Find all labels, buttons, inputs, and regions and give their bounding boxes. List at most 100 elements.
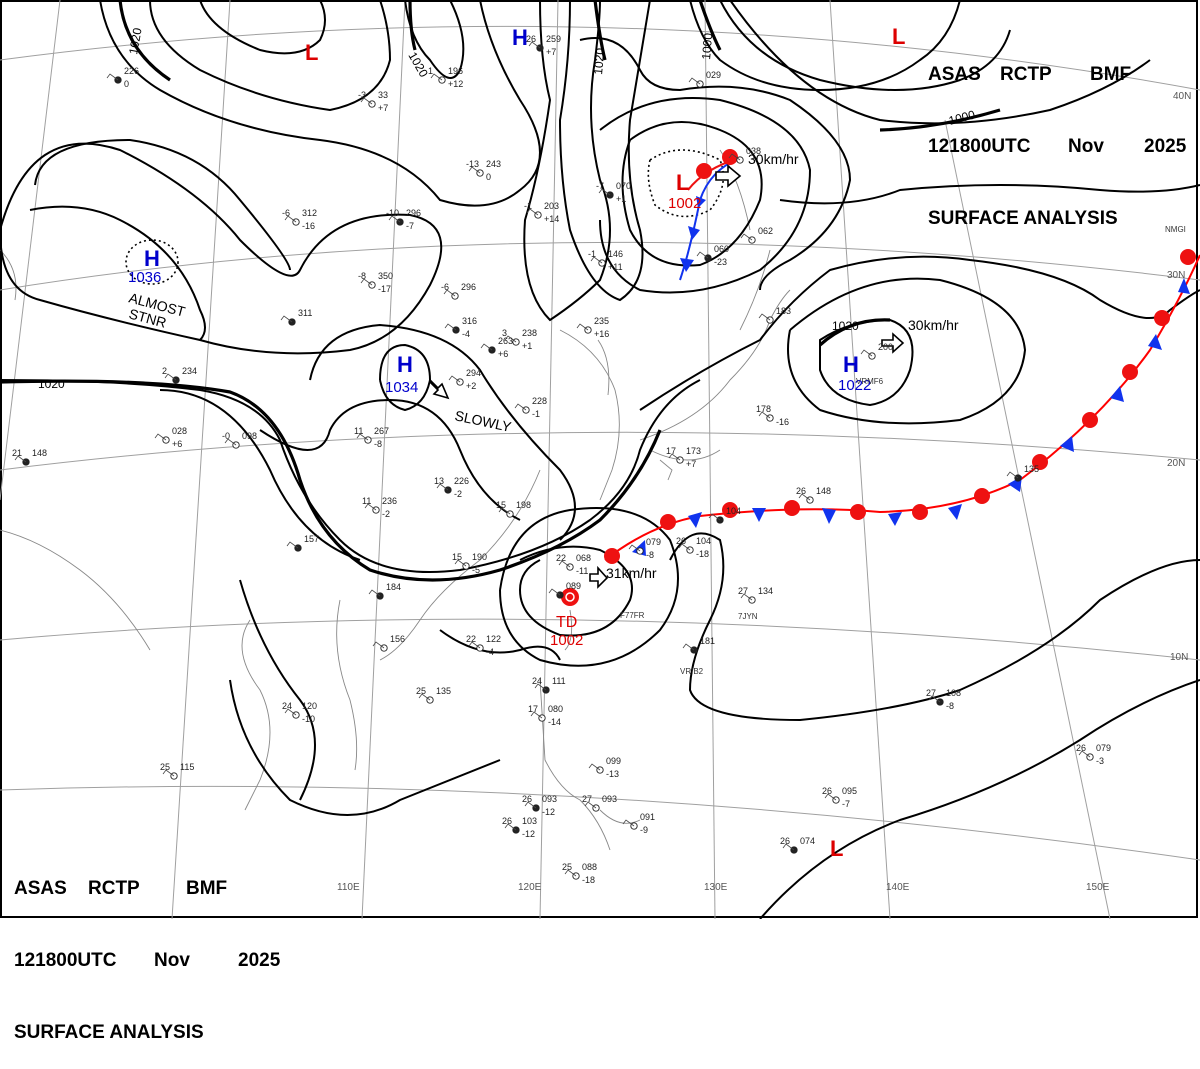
station-pressure: 120 [302,701,317,711]
wind-barb [682,643,695,651]
wind-barb [468,641,481,649]
wind-barb [430,73,443,81]
station-pressure: 263 [498,336,513,346]
station-pressure: 111 [552,676,566,686]
station-plot: 316-4 [444,316,477,339]
low-speed-label: 30km/hr [748,151,799,167]
station-tendency: -1 [532,409,540,419]
wind-barb [590,256,603,264]
station-temperature: 22 [466,634,476,644]
wind-barb [758,313,771,321]
station-temperature: 11 [362,496,371,506]
pressure-centers: H 1036 H 1034 H 1022 H L 1002 L L L TD 1… [128,24,905,861]
header-station: RCTP [1000,64,1052,85]
station-temperature: -1 [588,249,596,259]
station-plot: -13 243 0 [466,159,501,182]
station-temperature: -8 [358,271,366,281]
station-plot: 26 259 +7 [526,34,561,57]
station-plot: -8 350 -17 [358,271,393,294]
station-plot: -7 070 +1 [596,181,631,204]
wind-barb [436,483,449,491]
station-pressure: 312 [302,208,317,218]
wind-barb [364,503,377,511]
station-tendency: +16 [594,329,609,339]
wind-barb [798,493,811,501]
station-tendency: -18 [582,875,595,885]
station-plot: 11 267 -8 [354,426,389,449]
station-pressure: 200 [878,342,893,352]
lon-label: 120E [518,882,542,893]
station-pressure: 088 [582,862,597,872]
wind-barb [524,801,537,809]
station-tendency: -3 [1096,756,1104,766]
wind-barb [708,513,721,521]
station-pressure: 267 [374,426,389,436]
station-plot: 099-13 [588,756,621,779]
station-tendency: +7 [546,47,556,57]
wind-barb [548,588,561,596]
motion-arrows [429,164,905,589]
coastlines [0,149,791,851]
station-pressure: 028 [172,426,187,436]
low-motion-arrow [715,164,742,188]
station-pressure: 089 [566,581,581,591]
wind-barb [558,560,571,568]
station-id: F77FR [620,611,645,620]
header-time: 121800UTC [14,950,117,971]
station-plot: 17 173 +7 [666,446,701,469]
station-pressure: 062 [758,226,773,236]
station-temperature: 17 [666,446,676,456]
station-plot: 038 [728,146,761,164]
station-tendency: +1 [616,194,626,204]
station-plot: 029 [688,70,721,88]
station-tendency: -7 [842,799,850,809]
station-tendency: +7 [378,103,388,113]
station-tendency: -13 [606,769,619,779]
station-tendency: +12 [448,79,463,89]
station-plot: 060-23 [696,244,729,267]
station-pressure: 294 [466,368,481,378]
wind-barb [106,73,119,81]
station-pressure: 226 [454,476,469,486]
station-temperature: 27 [738,586,748,596]
high-1022-letter: H [843,352,859,377]
header-month: Nov [1068,136,1104,157]
lat-label: 40N [1173,91,1191,102]
lon-label: 140E [886,882,910,893]
wind-barb [824,793,837,801]
station-pressure: 157 [304,534,319,544]
wind-barb [372,641,385,649]
station-plot: -10 296 -7 [386,208,421,231]
wind-barb [480,343,493,351]
wind-barb [588,763,601,771]
station-pressure: 080 [548,704,563,714]
station-tendency: -4 [462,329,470,339]
station-plot: 104 [708,506,741,524]
station-tendency: +2 [466,381,476,391]
station-pressure: 238 [522,328,537,338]
station-tendency: -2 [382,509,390,519]
wind-barb [688,77,701,85]
td-letters: TD [556,614,577,631]
station-temperature: 26 [780,836,790,846]
station-plot: 135 [1006,464,1039,482]
station-tendency: -16 [302,221,315,231]
station-tendency: +11 [608,262,623,272]
station-temperature: 11 [354,426,363,436]
station-pressure: 103 [522,816,537,826]
station-plot: 091-9 [622,812,655,835]
station-pressure: 196 [448,66,463,76]
station-plot: 21 148 [12,448,47,466]
station-temperature: 15 [496,500,506,510]
station-plot: 263+6 [480,336,513,359]
station-plot: 26 103 -12 [502,816,537,839]
station-pressure: 115 [180,762,194,772]
station-plot: 294+2 [448,368,481,391]
station-plot: -6 296 [441,282,476,300]
wind-barb [622,819,635,827]
station-temperature: 24 [282,701,292,711]
header-product: SURFACE ANALYSIS [928,208,1118,229]
station-plot: 15 198 [496,500,531,518]
wind-barb [740,593,753,601]
station-temperature: 25 [416,686,426,696]
